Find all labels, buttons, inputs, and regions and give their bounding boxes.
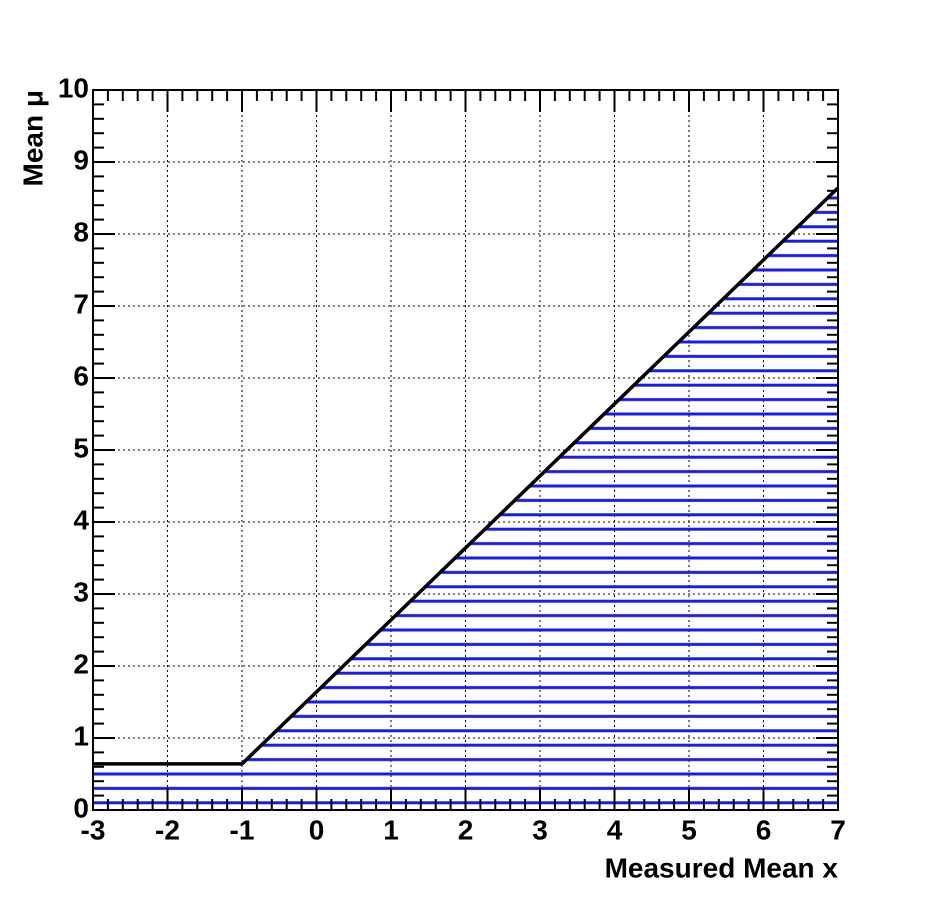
- x-tick-label: 2: [458, 814, 474, 845]
- y-tick-label: 3: [73, 576, 89, 607]
- y-tick-label: 2: [73, 648, 89, 679]
- y-tick-label: 7: [73, 288, 89, 319]
- y-tick-label: 4: [73, 504, 89, 535]
- x-axis-title: Measured Mean x: [605, 852, 839, 883]
- y-tick-label: 1: [73, 720, 89, 751]
- x-tick-label: 6: [756, 814, 772, 845]
- area-line: [93, 186, 840, 766]
- y-axis-title: Mean μ: [17, 90, 48, 186]
- y-tick-label: 0: [73, 792, 89, 823]
- y-tick-label: 10: [58, 72, 89, 103]
- x-tick-label: 7: [830, 814, 846, 845]
- y-tick-label: 5: [73, 432, 89, 463]
- x-tick-label: 1: [383, 814, 399, 845]
- x-tick-label: -1: [230, 814, 255, 845]
- x-tick-label: 4: [607, 814, 623, 845]
- y-tick-label: 9: [73, 144, 89, 175]
- area-fill: [93, 187, 838, 811]
- x-tick-label: -3: [81, 814, 106, 845]
- y-tick-label: 6: [73, 360, 89, 391]
- y-tick-label: 8: [73, 216, 89, 247]
- x-tick-label: 5: [681, 814, 697, 845]
- x-tick-label: 3: [532, 814, 548, 845]
- x-tick-label: -2: [155, 814, 180, 845]
- x-tick-label: 0: [309, 814, 325, 845]
